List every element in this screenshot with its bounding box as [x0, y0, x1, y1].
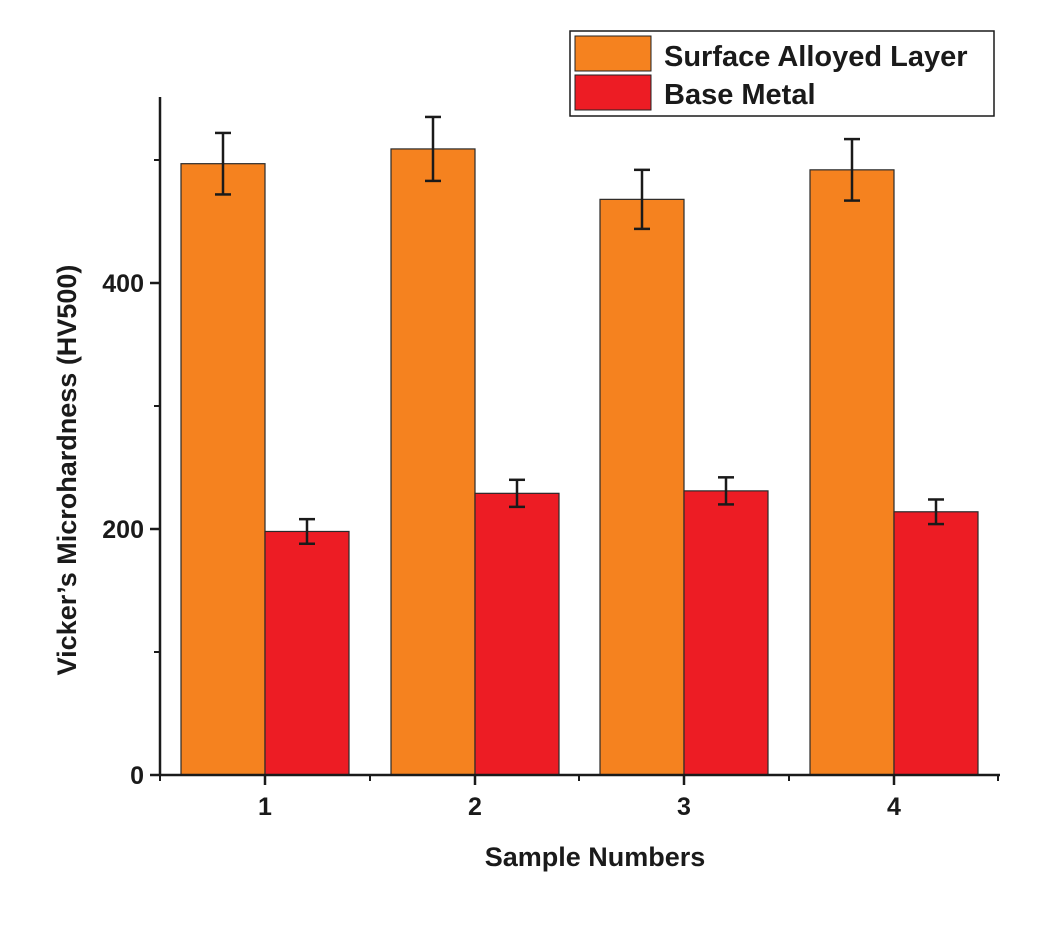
error-bar-surface-alloyed-layer-sample-3 — [634, 168, 650, 231]
bar-base-metal-sample-4 — [893, 511, 979, 776]
bar-base-metal-sample-1 — [264, 530, 350, 776]
legend-label-base-metal: Base Metal — [664, 79, 816, 111]
legend-label-surface-alloyed-layer: Surface Alloyed Layer — [664, 41, 968, 73]
error-bar-surface-alloyed-layer-sample-4 — [844, 137, 860, 202]
error-bar-surface-alloyed-layer-sample-1 — [215, 131, 231, 196]
legend: Surface Alloyed Layer Base Metal — [569, 30, 995, 117]
x-tick-label-4: 4 — [887, 793, 901, 821]
error-bars-layer — [215, 115, 944, 546]
x-axis-title: Sample Numbers — [485, 842, 706, 872]
bar-surface-alloyed-layer-sample-2 — [390, 148, 476, 776]
y-tick-label-200: 200 — [102, 516, 144, 544]
y-tick-label-0: 0 — [130, 762, 144, 790]
error-bar-base-metal-sample-3 — [718, 476, 734, 506]
bar-surface-alloyed-layer-sample-1 — [180, 163, 266, 776]
x-tick-label-1: 1 — [258, 793, 272, 821]
error-bar-base-metal-sample-1 — [299, 517, 315, 546]
bar-base-metal-sample-2 — [474, 492, 560, 776]
bars-layer — [180, 148, 979, 776]
legend-swatch-base-metal — [574, 74, 652, 111]
ticks-layer: 0 200 400 1 2 3 4 — [102, 159, 999, 821]
bar-surface-alloyed-layer-sample-3 — [599, 198, 685, 776]
error-bar-surface-alloyed-layer-sample-2 — [425, 115, 441, 183]
bar-surface-alloyed-layer-sample-4 — [809, 169, 895, 776]
x-tick-label-2: 2 — [468, 793, 482, 821]
bar-base-metal-sample-3 — [683, 490, 769, 776]
y-tick-label-400: 400 — [102, 270, 144, 298]
y-axis-title: Vicker’s Microhardness (HV500) — [52, 265, 82, 676]
legend-swatch-surface-alloyed-layer — [574, 35, 652, 72]
error-bar-base-metal-sample-2 — [509, 478, 525, 509]
error-bar-base-metal-sample-4 — [928, 498, 944, 526]
x-tick-label-3: 3 — [677, 793, 691, 821]
